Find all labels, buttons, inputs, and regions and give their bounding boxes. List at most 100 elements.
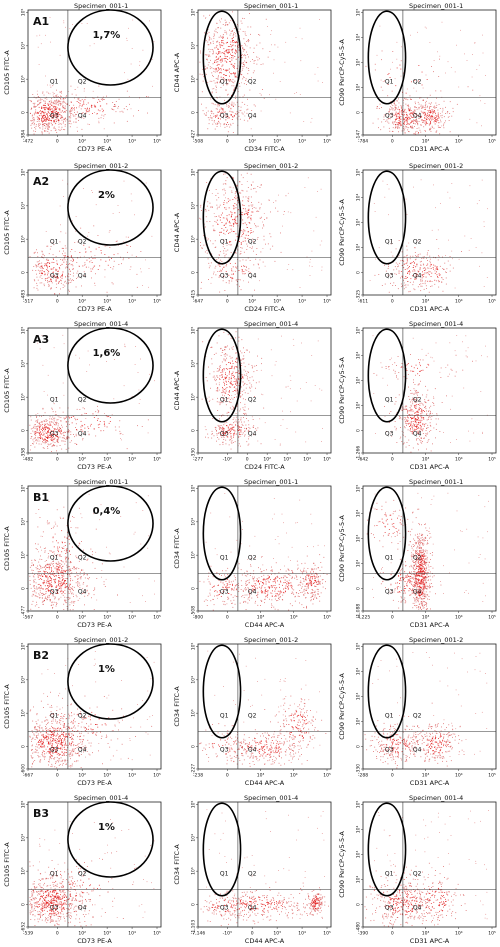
event-point	[245, 196, 247, 198]
event-point	[233, 207, 235, 209]
event-point	[409, 123, 411, 124]
event-point	[69, 274, 71, 275]
panel-row-label: A2	[33, 175, 49, 188]
event-point	[275, 200, 277, 202]
event-point	[428, 417, 429, 419]
event-point	[421, 280, 423, 282]
event-point	[246, 414, 247, 416]
event-point	[400, 111, 402, 113]
event-point	[38, 425, 40, 427]
flow-plot-a2-2: Specimen_001-2 Q1 Q2 Q3 Q4 -647 0 10² 10³ 10⁴ 10⁵ -…	[170, 160, 335, 315]
event-point	[206, 54, 208, 56]
event-point	[53, 101, 55, 103]
event-point	[219, 402, 221, 404]
event-point	[216, 401, 218, 403]
event-point	[38, 125, 40, 126]
event-point	[231, 347, 233, 349]
event-point	[230, 429, 232, 431]
event-point	[305, 382, 307, 383]
event-point	[452, 111, 454, 113]
quadrant-label: Q4	[248, 431, 257, 438]
event-point	[37, 413, 39, 414]
event-point	[244, 103, 246, 105]
event-point	[120, 432, 122, 434]
event-point	[225, 197, 226, 199]
event-point	[44, 115, 46, 116]
event-point	[43, 117, 45, 119]
event-point	[431, 125, 433, 127]
event-point	[224, 349, 225, 351]
event-point	[210, 387, 211, 389]
event-point	[247, 200, 249, 202]
event-point	[45, 278, 47, 279]
event-point	[429, 431, 430, 433]
event-point	[103, 128, 105, 130]
event-point	[225, 392, 227, 394]
event-point	[218, 369, 220, 371]
event-point	[403, 111, 405, 113]
event-point	[212, 42, 214, 44]
event-point	[94, 285, 96, 286]
quadrant-label: Q3	[385, 113, 394, 120]
event-point	[476, 69, 478, 70]
event-point	[228, 232, 229, 234]
event-point	[249, 382, 251, 384]
event-point	[83, 90, 85, 92]
event-point	[224, 126, 226, 128]
event-point	[426, 122, 428, 124]
event-point	[401, 441, 403, 442]
event-point	[409, 426, 410, 427]
event-point	[247, 420, 249, 422]
event-point	[244, 427, 246, 429]
event-point	[30, 436, 32, 438]
event-point	[62, 102, 64, 104]
event-point	[392, 122, 394, 124]
event-point	[231, 214, 233, 215]
event-point	[239, 427, 241, 428]
event-point	[378, 108, 380, 109]
event-point	[222, 428, 224, 430]
event-point	[426, 272, 427, 274]
event-point	[220, 425, 222, 426]
event-point	[415, 121, 417, 122]
event-point	[257, 355, 258, 357]
event-point	[61, 275, 63, 277]
event-point	[117, 107, 119, 109]
event-point	[406, 260, 408, 262]
event-point	[228, 368, 230, 370]
event-point	[95, 273, 96, 275]
event-point	[472, 89, 474, 91]
event-point	[234, 216, 236, 218]
event-point	[253, 207, 255, 208]
event-point	[229, 222, 231, 224]
event-point	[280, 425, 282, 426]
event-point	[408, 242, 410, 244]
event-point	[216, 115, 218, 117]
event-point	[259, 42, 261, 44]
event-point	[406, 258, 408, 259]
event-point	[231, 384, 233, 386]
event-point	[225, 114, 227, 116]
event-point	[97, 405, 98, 407]
event-point	[145, 182, 147, 184]
event-point	[213, 228, 215, 230]
event-point	[65, 266, 67, 268]
event-point	[313, 230, 315, 232]
event-point	[218, 64, 220, 66]
event-point	[127, 251, 128, 253]
event-point	[429, 115, 430, 117]
event-point	[221, 58, 223, 60]
event-point	[404, 421, 406, 423]
event-point	[484, 103, 486, 104]
event-point	[233, 106, 234, 107]
event-point	[247, 235, 249, 236]
event-point	[84, 264, 86, 265]
event-point	[222, 349, 223, 351]
event-point	[234, 45, 236, 47]
event-point	[108, 231, 110, 233]
event-point	[425, 124, 427, 126]
event-point	[75, 435, 77, 437]
event-point	[426, 394, 428, 396]
event-point	[452, 267, 454, 269]
event-point	[406, 124, 408, 125]
